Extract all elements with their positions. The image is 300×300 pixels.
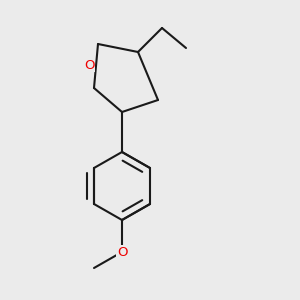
- Text: O: O: [84, 59, 95, 72]
- Text: O: O: [117, 245, 127, 259]
